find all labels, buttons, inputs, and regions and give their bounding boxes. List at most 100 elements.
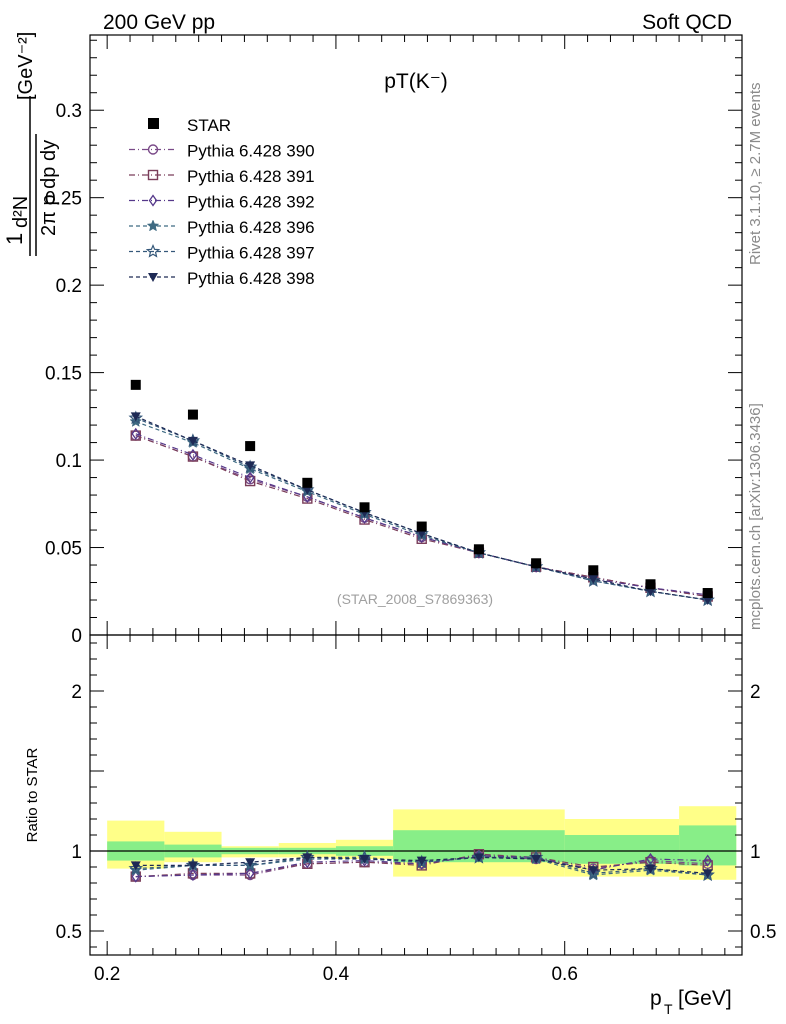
y-tick-label: 0.25 bbox=[45, 189, 82, 210]
x-axis-label: p T [GeV] bbox=[650, 987, 732, 1017]
ratio-tick-label-right: 0.5 bbox=[750, 922, 776, 943]
legend-label: STAR bbox=[187, 116, 231, 135]
svg-text:[GeV]: [GeV] bbox=[678, 987, 732, 1010]
ratio-series-line bbox=[135, 856, 708, 876]
y-tick-label: 0.15 bbox=[45, 364, 82, 385]
series-point bbox=[188, 448, 198, 461]
series-line bbox=[135, 435, 708, 598]
mcplots-text: mcplots.cern.ch [arXiv:1306.3436] bbox=[747, 403, 764, 630]
ratio-band-green bbox=[393, 830, 508, 863]
legend-label: Pythia 6.428 391 bbox=[187, 167, 315, 186]
ratio-series-line bbox=[135, 856, 708, 876]
star-data-point bbox=[245, 441, 256, 452]
legend-marker bbox=[146, 219, 160, 232]
star-data-point bbox=[645, 579, 656, 590]
series-point bbox=[588, 575, 599, 585]
ratio-tick-label: 1 bbox=[71, 842, 82, 863]
ratio-point bbox=[245, 867, 255, 880]
ratio-point bbox=[473, 853, 484, 863]
series-point bbox=[645, 587, 656, 597]
ratio-tick-label-right: 1 bbox=[750, 842, 761, 863]
ratio-band-green bbox=[564, 835, 680, 864]
ratio-point bbox=[703, 854, 712, 867]
ratio-point bbox=[128, 861, 144, 875]
series-point bbox=[131, 427, 141, 440]
ratio-point bbox=[702, 869, 713, 879]
ratio-tick-label: 2 bbox=[71, 682, 82, 703]
ratio-point bbox=[302, 853, 313, 863]
series-point bbox=[244, 475, 256, 487]
header-energy: 200 GeV pp bbox=[103, 11, 215, 34]
star-data-point bbox=[302, 477, 313, 488]
ratio-series-line bbox=[135, 856, 708, 874]
y-tick-label: 0.3 bbox=[56, 101, 82, 122]
ratio-point bbox=[586, 865, 601, 880]
legend-marker bbox=[148, 194, 158, 207]
legend-label: Pythia 6.428 397 bbox=[187, 244, 315, 263]
rivet-version-text: Rivet 3.1.10, ≥ 2.7M events bbox=[747, 83, 764, 266]
y-tick-label: 0.2 bbox=[56, 276, 82, 297]
legend-label: Pythia 6.428 398 bbox=[187, 269, 315, 288]
ratio-tick-label: 0.5 bbox=[56, 922, 82, 943]
star-data-point bbox=[473, 544, 484, 555]
legend-label: Pythia 6.428 396 bbox=[187, 218, 315, 237]
ratio-frame bbox=[89, 634, 743, 956]
series-point bbox=[416, 529, 427, 539]
series-line bbox=[135, 417, 708, 601]
ratio-point bbox=[359, 855, 370, 864]
ratio-point bbox=[588, 866, 599, 876]
series-line bbox=[135, 433, 708, 596]
series-point bbox=[702, 596, 713, 606]
ratio-point bbox=[245, 858, 256, 868]
svg-text:2π p dp dy: 2π p dp dy bbox=[38, 140, 60, 236]
svg-text:d²N: d²N bbox=[10, 196, 32, 228]
series-point bbox=[130, 412, 141, 422]
y-axis-label: 1 d²N 2π p dp dy [GeV⁻²] bbox=[2, 32, 60, 256]
series-point bbox=[302, 485, 313, 495]
ratio-point bbox=[416, 856, 427, 866]
legend-marker bbox=[145, 243, 161, 258]
ratio-point bbox=[242, 857, 258, 872]
star-data-point bbox=[588, 565, 599, 576]
header-category: Soft QCD bbox=[642, 11, 732, 34]
y-tick-label: 0 bbox=[71, 626, 82, 647]
series-line bbox=[135, 415, 708, 601]
ratio-point bbox=[187, 861, 198, 871]
main-panel: 0 0.05 0.1 0.15 0.2 0.25 0.3 STAR Pythia 6.428 3… bbox=[45, 34, 743, 647]
y-tick-label: 0.05 bbox=[45, 539, 82, 560]
analysis-watermark: (STAR_2008_S7869363) bbox=[337, 591, 493, 607]
ratio-point bbox=[130, 861, 141, 871]
star-data-point bbox=[130, 379, 141, 390]
x-tick-label: 0.6 bbox=[551, 964, 577, 985]
legend-marker bbox=[148, 273, 158, 282]
x-tick-label: 0.4 bbox=[323, 964, 350, 985]
legend-marker bbox=[147, 144, 159, 155]
legend-marker bbox=[148, 118, 159, 129]
star-data-point bbox=[416, 521, 427, 532]
ratio-point bbox=[188, 868, 198, 882]
star-data-point bbox=[531, 558, 542, 569]
star-data-point bbox=[187, 409, 198, 420]
ratio-axis-label: Ratio to STAR bbox=[24, 747, 41, 842]
legend-marker bbox=[147, 169, 159, 181]
ratio-tick-label-right: 2 bbox=[750, 682, 761, 703]
series-point bbox=[187, 436, 198, 446]
svg-text:p: p bbox=[650, 987, 662, 1010]
series-point bbox=[245, 461, 256, 471]
legend-label: Pythia 6.428 390 bbox=[187, 142, 315, 161]
ratio-panel: 0.5 0.5 1 1 2 2 0.2 0.4 0.6 bbox=[56, 634, 776, 985]
svg-text:T: T bbox=[664, 1001, 673, 1017]
star-data-point bbox=[359, 502, 370, 513]
series-line bbox=[135, 421, 708, 601]
ratio-point bbox=[531, 855, 542, 864]
legend-label: Pythia 6.428 392 bbox=[187, 193, 315, 212]
ratio-point bbox=[131, 870, 141, 883]
svg-text:1: 1 bbox=[2, 233, 27, 245]
series-point bbox=[245, 471, 255, 484]
chart-title: pT(K⁻) bbox=[384, 70, 448, 93]
star-data-point bbox=[702, 588, 713, 599]
y-tick-label: 0.1 bbox=[56, 451, 82, 472]
svg-text:[GeV⁻²]: [GeV⁻²] bbox=[15, 32, 37, 100]
series-line bbox=[135, 435, 708, 598]
